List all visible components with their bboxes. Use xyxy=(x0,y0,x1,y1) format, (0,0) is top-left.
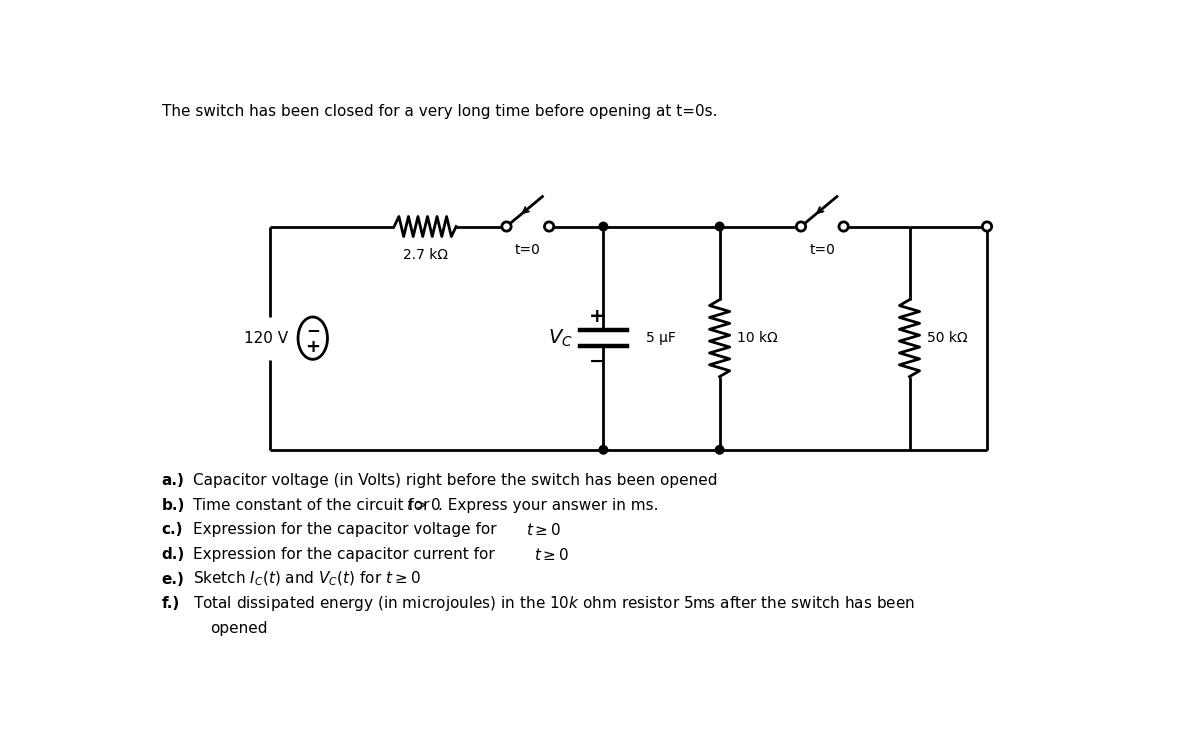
Circle shape xyxy=(715,446,724,454)
Circle shape xyxy=(599,446,607,454)
Text: opened: opened xyxy=(210,621,268,636)
Text: b.): b.) xyxy=(162,498,185,513)
Text: c.): c.) xyxy=(162,522,184,537)
Text: . Express your answer in ms.: . Express your answer in ms. xyxy=(438,498,659,513)
Text: Capacitor voltage (in Volts) right before the switch has been opened: Capacitor voltage (in Volts) right befor… xyxy=(193,473,718,488)
Circle shape xyxy=(797,222,805,231)
Circle shape xyxy=(983,222,991,231)
Text: Expression for the capacitor current for: Expression for the capacitor current for xyxy=(193,547,499,562)
Text: a.): a.) xyxy=(162,473,185,488)
Text: +: + xyxy=(589,307,606,326)
Text: −: − xyxy=(589,352,605,371)
Text: $t \geq 0$: $t \geq 0$ xyxy=(526,522,562,538)
Text: Sketch $I_C(t)$ and $V_C(t)$ for $t \geq 0$: Sketch $I_C(t)$ and $V_C(t)$ for $t \geq… xyxy=(193,570,420,588)
Text: 120 V: 120 V xyxy=(244,330,288,346)
Text: t=0: t=0 xyxy=(809,243,835,257)
Text: 2.7 kΩ: 2.7 kΩ xyxy=(403,248,448,262)
Text: e.): e.) xyxy=(162,572,185,587)
Text: $V_C$: $V_C$ xyxy=(548,327,574,349)
Text: Time constant of the circuit for: Time constant of the circuit for xyxy=(193,498,434,513)
Text: t=0: t=0 xyxy=(515,243,541,257)
Text: 10 kΩ: 10 kΩ xyxy=(737,331,778,345)
Text: −: − xyxy=(306,321,319,339)
Text: Total dissipated energy (in microjoules) in the $10k$ ohm resistor 5ms after the: Total dissipated energy (in microjoules)… xyxy=(193,594,914,613)
Text: The switch has been closed for a very long time before opening at t=0s.: The switch has been closed for a very lo… xyxy=(162,103,718,118)
Text: f.): f.) xyxy=(162,596,180,611)
Circle shape xyxy=(545,222,553,231)
Text: Expression for the capacitor voltage for: Expression for the capacitor voltage for xyxy=(193,522,502,537)
Text: $t > 0$: $t > 0$ xyxy=(406,497,442,514)
Text: +: + xyxy=(305,338,320,356)
Circle shape xyxy=(599,222,607,231)
Text: d.): d.) xyxy=(162,547,185,562)
Text: 50 kΩ: 50 kΩ xyxy=(926,331,967,345)
Text: $t \geq 0$: $t \geq 0$ xyxy=(534,547,569,562)
Circle shape xyxy=(502,222,511,231)
Circle shape xyxy=(715,222,724,231)
Text: 5 μF: 5 μF xyxy=(646,331,676,345)
Circle shape xyxy=(839,222,848,231)
